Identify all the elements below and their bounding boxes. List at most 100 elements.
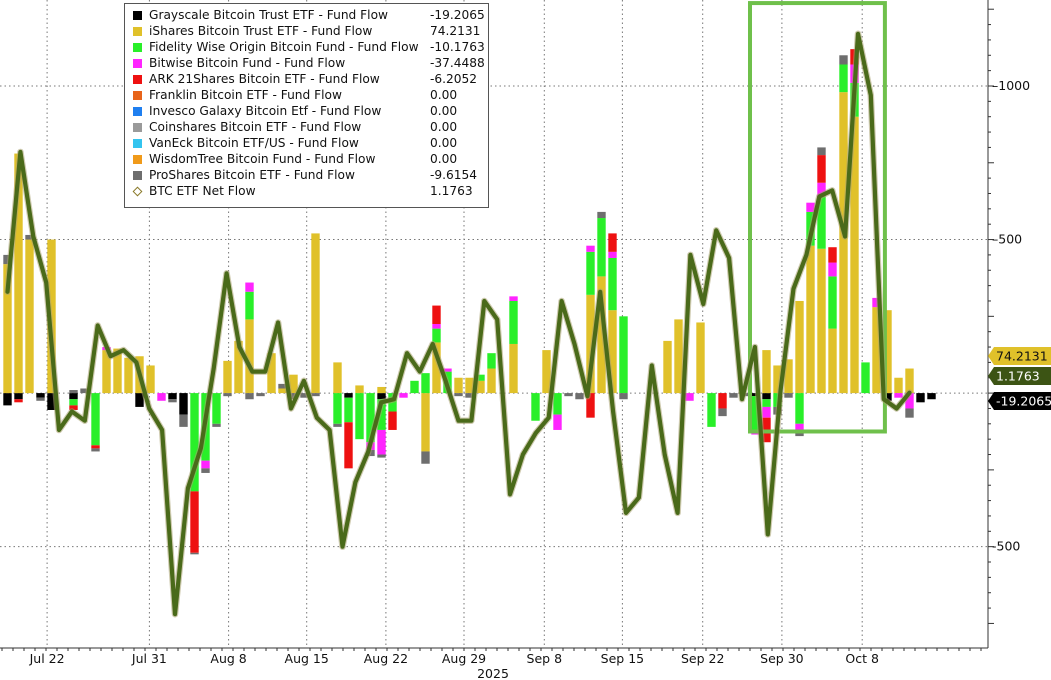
bar-segment [377,386,386,394]
bar-segment [696,322,705,394]
legend-marker [132,186,143,197]
legend-swatch [133,91,142,100]
bar-segment [377,429,386,455]
x-tick-label: Oct 8 [845,651,879,666]
bar-segment [663,340,672,394]
legend-entry: Grayscale Bitcoin Trust ETF - Fund Flow -… [125,7,488,23]
bar-segment [3,393,12,406]
bar-segment [850,116,859,394]
right-value-label-text: 74.2131 [996,349,1048,364]
bar-segment [817,155,826,183]
bar-segment [894,393,903,398]
bar-segment [553,393,562,415]
bar-segment [795,393,804,424]
y-tick-label: –500 [992,232,1022,247]
bar-segment [69,399,78,406]
bar-segment [157,393,166,401]
bar-segment [608,310,617,394]
bar-segment [465,377,474,394]
bar-segment [795,423,804,434]
bar-segment [36,393,45,398]
legend-swatch [133,139,142,148]
right-value-label: -19.2065 [988,392,1051,410]
bar-segment [586,245,595,252]
bar-segment [168,399,177,403]
x-tick-label: Aug 15 [285,651,329,666]
bar-segment [806,245,815,394]
bar-segment [828,247,837,263]
x-tick-label: Jul 22 [29,651,65,666]
bar-segment [905,393,914,409]
bar-segment [168,393,177,400]
legend-entry: Franklin Bitcoin ETF - Fund Flow 0.00 [125,87,488,103]
bar-segment [47,393,56,410]
bar-segment [707,393,716,427]
bar-segment [597,276,606,394]
bar-segment [399,393,408,398]
legend-value: 1.1763 [430,184,473,198]
legend-value: 0.00 [430,88,458,102]
legend-swatch [133,171,142,180]
x-tick-label: Aug 22 [364,651,408,666]
bar-segment [476,380,485,394]
bar-segment [91,445,100,449]
bar-segment [190,491,199,553]
bar-segment [608,233,617,252]
legend-value: -9.6154 [430,168,478,182]
bar-segment [762,406,771,418]
bar-segment [201,468,210,473]
x-tick-label: Sep 8 [527,651,563,666]
bar-segment [311,233,320,394]
bar-segment [817,248,826,394]
bar-segment [245,319,254,394]
legend-entry: Fidelity Wise Origin Bitcoin Fund - Fund… [125,39,488,55]
bar-segment [586,251,595,295]
highlight-box [748,1,887,434]
legend-label: Invesco Galaxy Bitcoin Etf - Fund Flow [149,104,382,118]
bar-segment [410,380,419,394]
bar-segment [190,552,199,555]
legend-entry: Coinshares Bitcoin ETF - Fund Flow 0.00 [125,119,488,135]
legend-swatch [133,11,142,20]
bar-segment [905,368,914,394]
bar-segment [3,264,12,394]
bar-segment [553,414,562,430]
legend-label: Fidelity Wise Origin Bitcoin Fund - Fund… [149,40,419,54]
bar-segment [377,399,386,430]
x-tick-label: Sep 30 [760,651,803,666]
bar-segment [14,393,23,400]
bar-segment [674,319,683,394]
bar-segment [267,353,276,394]
bar-segment [839,64,848,93]
bar-segment [190,393,199,492]
bar-segment [575,393,584,400]
bar-segment [883,393,892,401]
legend-label: WisdomTree Bitcoin Fund - Fund Flow [149,152,376,166]
bar-segment [421,393,430,452]
bar-segment [113,348,122,394]
bar-segment [377,393,386,400]
legend-value: 74.2131 [430,24,481,38]
legend-swatch [133,27,142,36]
bar-segment [718,408,727,417]
bar-segment [542,350,551,394]
legend-entry: Bitwise Bitcoin Fund - Fund Flow -37.4488 [125,55,488,71]
bar-segment [608,257,617,311]
bar-segment [212,423,221,427]
bar-segment [828,262,837,277]
x-tick-label: Sep 15 [601,651,644,666]
bar-segment [355,393,364,440]
bar-segment [69,390,78,394]
bar-segment [729,393,738,398]
bar-segment [201,460,210,469]
bar-segment [487,353,496,369]
bar-segment [355,385,364,394]
right-value-label-bg [988,347,1051,365]
bar-segment [718,393,727,409]
legend-value: -6.2052 [430,72,478,86]
bar-segment [454,377,463,394]
bar-segment [916,393,925,403]
bar-segment [311,393,320,397]
legend-entry: VanEck Bitcoin ETF/US - Fund Flow 0.00 [125,135,488,151]
